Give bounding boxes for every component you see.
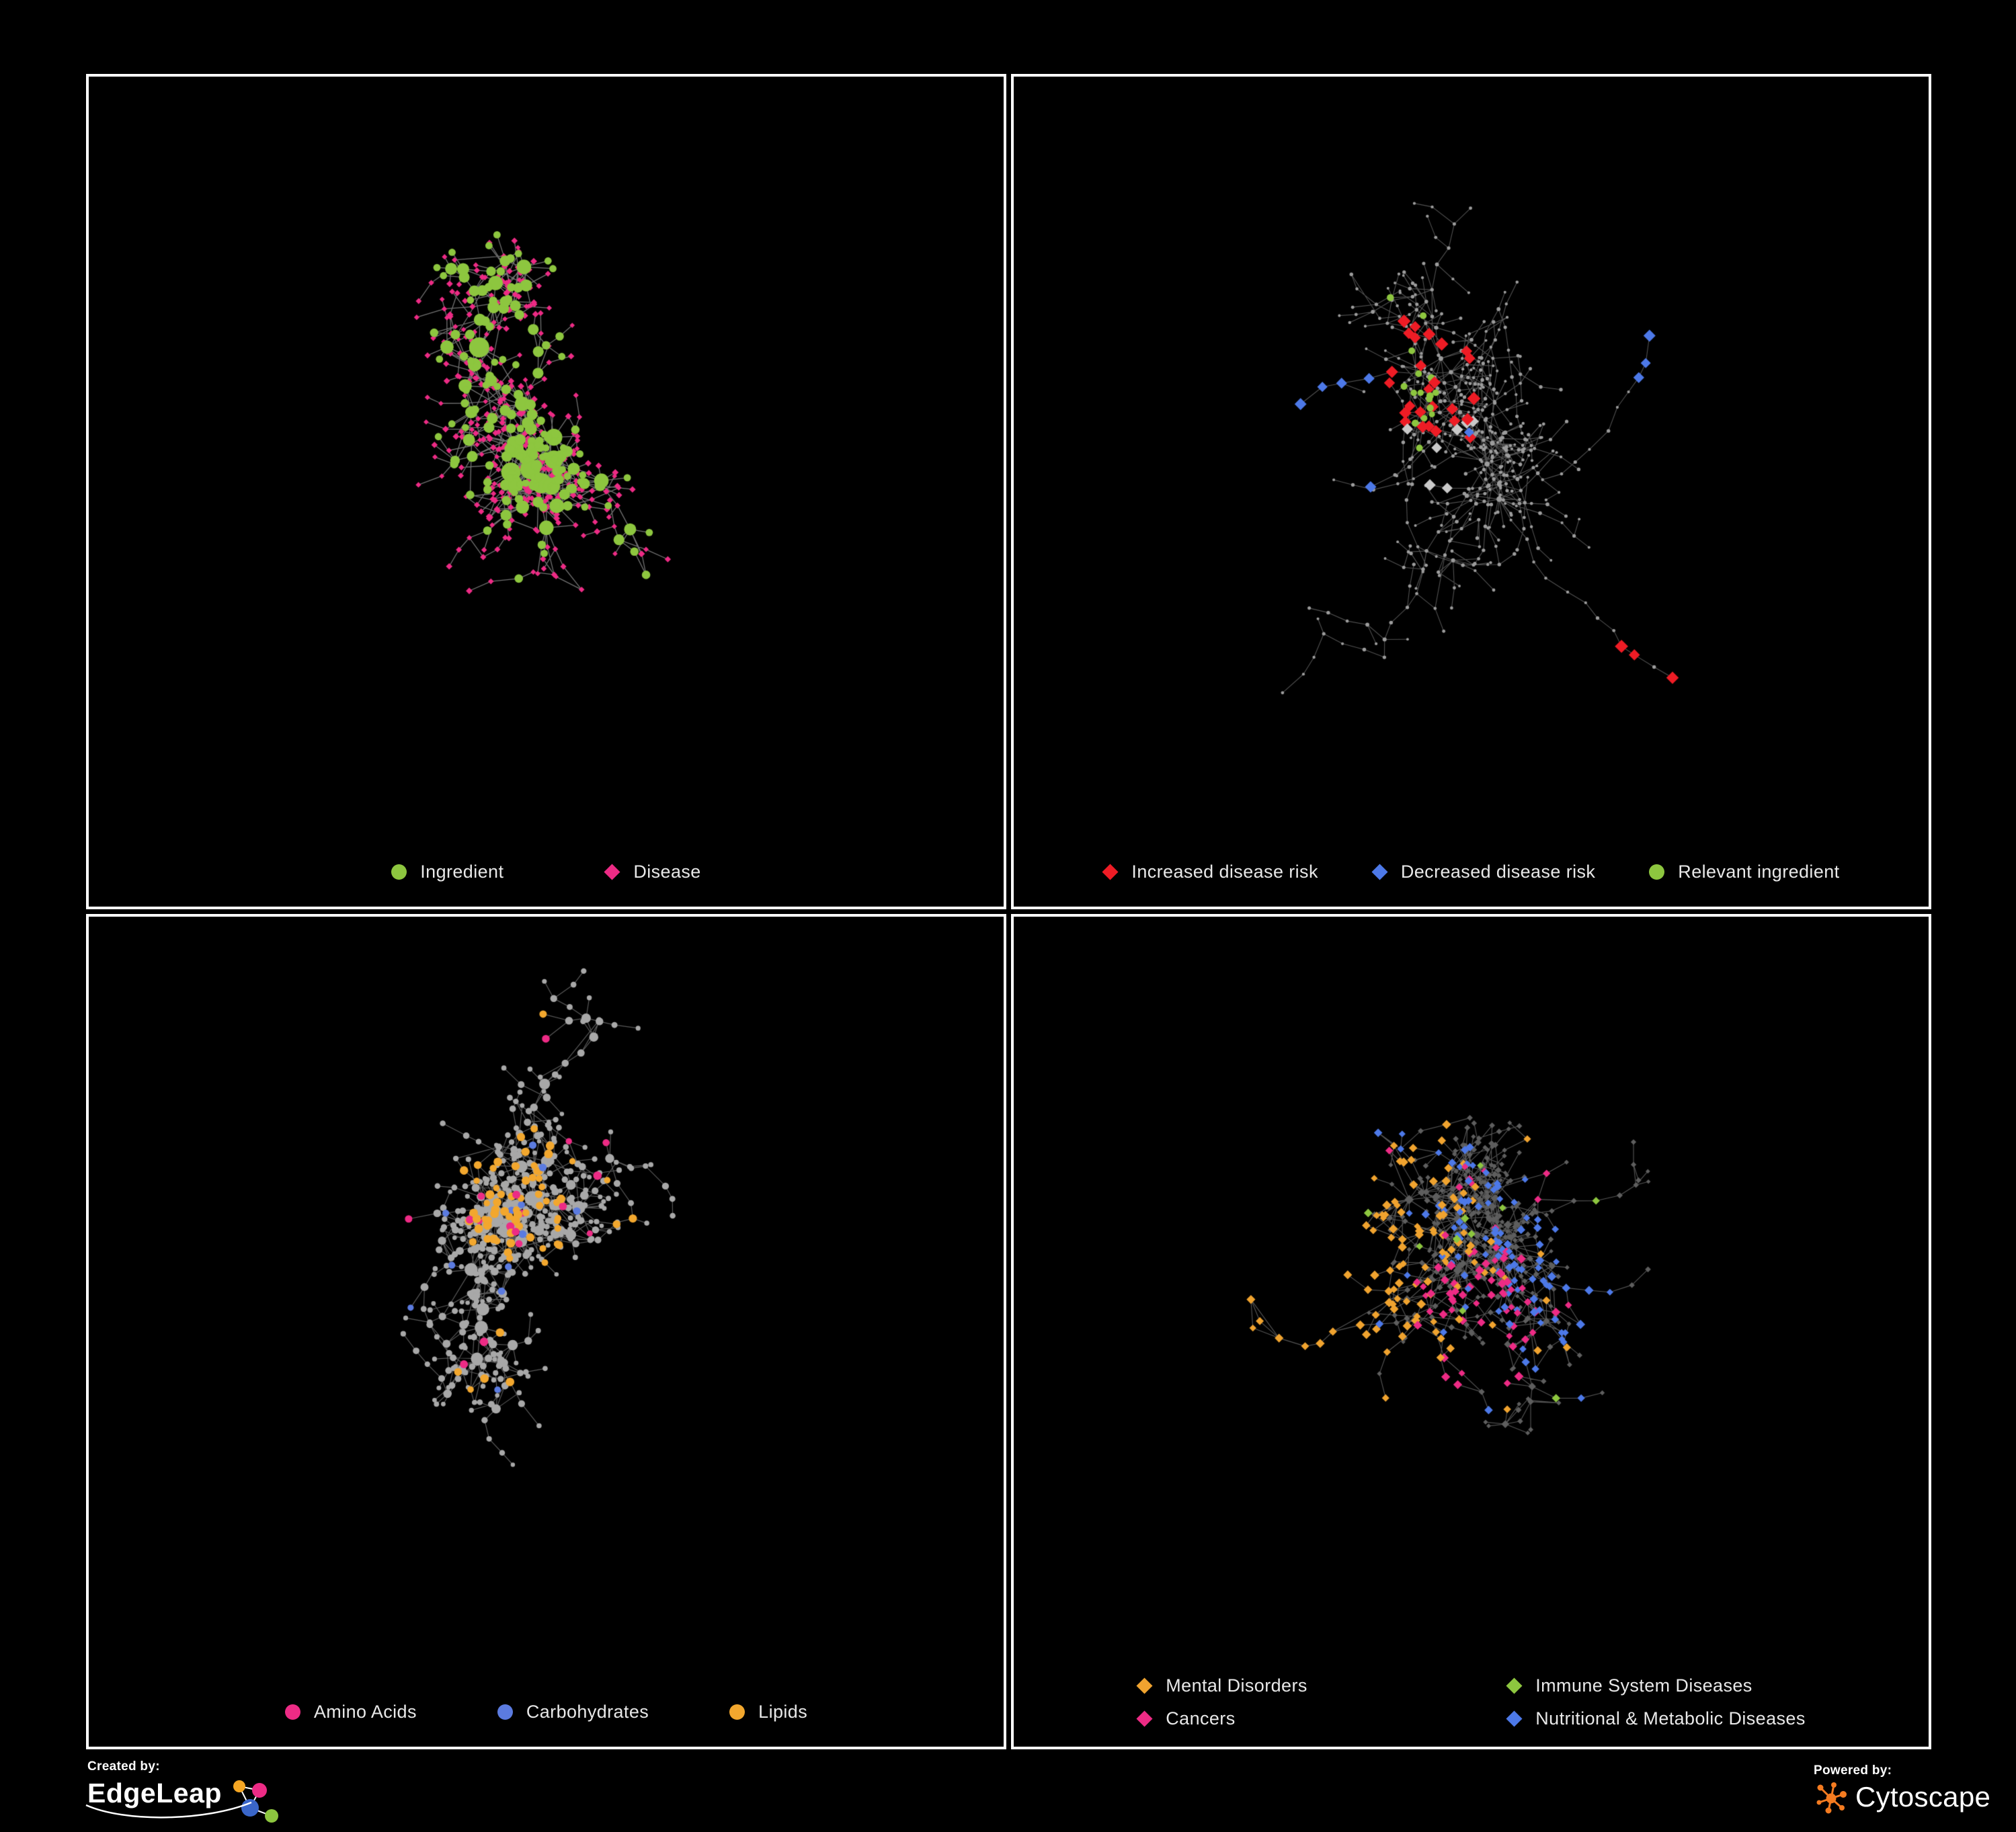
legend-item-cancers: Cancers [1136,1708,1473,1729]
amino-acids-legend-label: Amino Acids [313,1701,417,1722]
ingredient-marker-icon [391,864,407,880]
created-by-label: Created by: [87,1759,160,1774]
legend-item-decreased-risk: Decreased disease risk [1371,861,1596,882]
legend-disease-classes: Mental Disorders Immune System Diseases … [1014,1658,1929,1747]
legend-item-immune-system-diseases: Immune System Diseases [1506,1675,1805,1696]
network-canvas-disease-classes [1014,917,1929,1658]
legend-item-nutritional-metabolic-diseases: Nutritional & Metabolic Diseases [1506,1708,1805,1729]
nutritional-metabolic-diseases-legend-label: Nutritional & Metabolic Diseases [1535,1708,1806,1729]
legend-nutrient-classes: Amino Acids Carbohydrates Lipids [89,1677,1004,1747]
powered-by-label: Powered by: [1814,1763,1892,1778]
legend-item-mental-disorders: Mental Disorders [1136,1675,1473,1696]
legend-item-relevant-ingredient: Relevant ingredient [1649,862,1839,882]
legend-item-ingredient: Ingredient [391,862,503,882]
powered-by-block: Powered by: Cytoscape [1814,1763,1990,1815]
legend-item-disease: Disease [604,862,700,882]
network-canvas-nutrient-classes [89,917,1004,1677]
decreased-risk-legend-label: Decreased disease risk [1400,861,1596,882]
legend-item-amino-acids: Amino Acids [284,1701,417,1722]
immune-system-diseases-legend-label: Immune System Diseases [1535,1675,1752,1696]
panel-nutrient-classes-network: Amino Acids Carbohydrates Lipids [86,914,1006,1749]
network-canvas-disease-risk [1014,77,1929,837]
edgeleap-logo [233,1780,278,1823]
lipids-marker-icon [729,1704,745,1720]
cancers-legend-label: Cancers [1166,1708,1236,1729]
carbohydrates-legend-label: Carbohydrates [526,1701,649,1722]
edgeleap-lockup: EdgeLeap [85,1774,289,1832]
carbohydrates-marker-icon [497,1704,513,1720]
panel-disease-risk-network: Increased disease risk Decreased disease… [1011,74,1931,909]
decreased-risk-marker-icon [1371,863,1388,880]
relevant-ingredient-legend-label: Relevant ingredient [1678,861,1840,882]
edgeleap-wordmark: EdgeLeap [87,1778,222,1808]
cytoscape-lockup: Cytoscape [1814,1780,1990,1815]
legend-item-lipids: Lipids [729,1702,807,1722]
legend-ingredient-disease: Ingredient Disease [89,837,1004,907]
increased-risk-legend-label: Increased disease risk [1131,861,1318,882]
ingredient-legend-label: Ingredient [420,861,504,882]
network-canvas-ingredient-disease [89,77,1004,837]
legend-item-increased-risk: Increased disease risk [1102,862,1318,882]
panel-ingredient-disease-network: Ingredient Disease [86,74,1006,909]
mental-disorders-marker-icon [1136,1677,1153,1694]
increased-risk-marker-icon [1102,863,1119,880]
disease-legend-label: Disease [633,861,701,882]
created-by-block: Created by: EdgeLeap [85,1759,289,1832]
disease-marker-icon [604,863,620,880]
lipids-legend-label: Lipids [758,1701,808,1722]
cancers-marker-icon [1136,1710,1153,1727]
immune-system-diseases-marker-icon [1506,1677,1523,1694]
relevant-ingredient-marker-icon [1649,864,1665,880]
cytoscape-wordmark: Cytoscape [1855,1781,1991,1813]
nutritional-metabolic-diseases-marker-icon [1506,1710,1523,1727]
legend-item-carbohydrates: Carbohydrates [497,1702,649,1722]
panel-disease-classes-network: Mental Disorders Immune System Diseases … [1011,914,1931,1749]
cytoscape-logo-icon [1816,1782,1847,1814]
mental-disorders-legend-label: Mental Disorders [1166,1675,1307,1696]
amino-acids-marker-icon [284,1704,300,1720]
legend-disease-risk: Increased disease risk Decreased disease… [1014,837,1929,907]
